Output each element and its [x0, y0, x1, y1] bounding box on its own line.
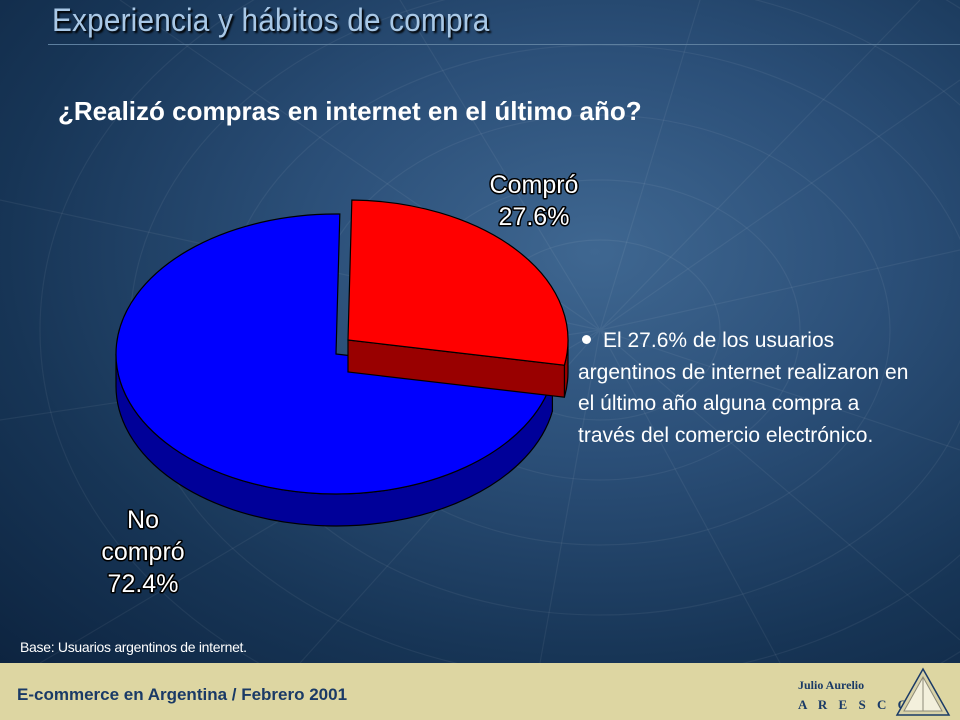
slide-background: Experiencia y hábitos de compra ¿Realizó… [0, 0, 960, 663]
pie-slice-compro [347, 199, 569, 398]
footer-text: E-commerce en Argentina / Febrero 2001 [17, 685, 348, 704]
pie-chart: Compró 27.6% No compró 72.4% [100, 170, 580, 600]
bullet-text: El 27.6% de los usuarios argentinos de i… [578, 329, 909, 447]
aresco-logo-icon [895, 667, 951, 716]
pie-slice-label: Compró 27.6% [490, 171, 579, 231]
brand-name: Julio Aurelio [798, 678, 865, 692]
question-heading: ¿Realizó compras en internet en el últim… [58, 96, 642, 126]
pie-slice-no-compro [115, 213, 554, 527]
pie-slice-top [115, 213, 554, 495]
pie-slice-label: No compró 72.4% [101, 506, 184, 598]
bullet-point: El 27.6% de los usuarios argentinos de i… [578, 325, 918, 451]
footer-bar: E-commerce en Argentina / Febrero 2001 J… [0, 663, 960, 720]
bullet-dot-icon [582, 335, 591, 345]
pie-slice-top [347, 199, 569, 366]
base-note: Base: Usuarios argentinos de internet. [20, 639, 247, 655]
brand-org: A R E S C O [798, 697, 912, 712]
slide-title: Experiencia y hábitos de compra [52, 2, 490, 38]
title-divider [48, 44, 960, 45]
